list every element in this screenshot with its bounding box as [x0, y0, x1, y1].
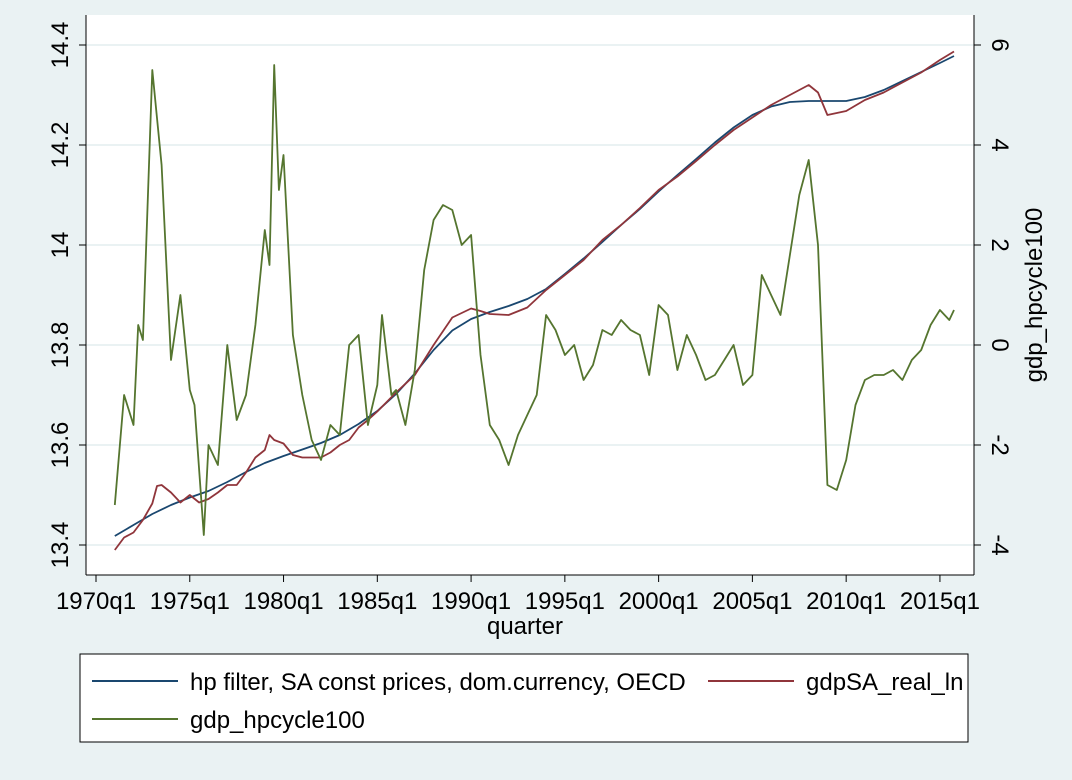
series-line-gdp-hpcycle100: [113, 64, 955, 536]
y-left-tick-label: 14.4: [47, 22, 74, 69]
axes: [79, 15, 981, 582]
x-tick-label: 2000q1: [619, 588, 699, 615]
legend: hp filter, SA const prices, dom.currency…: [79, 653, 969, 743]
x-tick-label: 1985q1: [337, 588, 417, 615]
x-tick-label: 1990q1: [431, 588, 511, 615]
x-tick-label: 2005q1: [712, 588, 792, 615]
ticks: 13.4 13.6 13.8 14 14.2 14.4 -4 -2 0 2 4 6 1970q1 1975…: [47, 22, 1013, 615]
x-tick-label: 1995q1: [525, 588, 605, 615]
legend-box: [79, 653, 969, 743]
legend-label-hp-filter: hp filter, SA const prices, dom.currency…: [190, 669, 686, 696]
legend-label-gdp-hpcycle100: gdp_hpcycle100: [190, 707, 365, 734]
series-line-hp-filter-sa-const-prices-dom-currency-oecd: [114, 55, 955, 537]
y-right-tick-label: 2: [986, 238, 1013, 251]
x-axis-title: quarter: [487, 613, 563, 640]
y-right-tick-label: -2: [986, 434, 1013, 455]
y-left-tick-label: 13.8: [47, 322, 74, 369]
y-right-axis-title: gdp_hpcycle100: [1021, 208, 1048, 383]
x-tick-label: 1980q1: [243, 588, 323, 615]
x-tick-label: 2015q1: [900, 588, 980, 615]
x-tick-label: 2010q1: [806, 588, 886, 615]
y-right-tick-label: 0: [986, 338, 1013, 351]
x-tick-label: 1970q1: [56, 588, 136, 615]
plot-area: [86, 15, 974, 575]
grid: [86, 44, 974, 546]
y-left-tick-label: 13.4: [47, 522, 74, 569]
series-layer: [113, 50, 955, 551]
x-tick-label: 1975q1: [150, 588, 230, 615]
series-line-gdpsa-real-ln: [114, 50, 955, 551]
legend-label-gdpsa-real-ln: gdpSA_real_ln: [806, 669, 963, 696]
y-left-tick-label: 14: [47, 232, 74, 259]
y-left-tick-label: 14.2: [47, 122, 74, 169]
y-left-tick-label: 13.6: [47, 422, 74, 469]
y-right-tick-label: 6: [986, 38, 1013, 51]
y-right-tick-label: -4: [986, 534, 1013, 555]
y-right-tick-label: 4: [986, 138, 1013, 151]
